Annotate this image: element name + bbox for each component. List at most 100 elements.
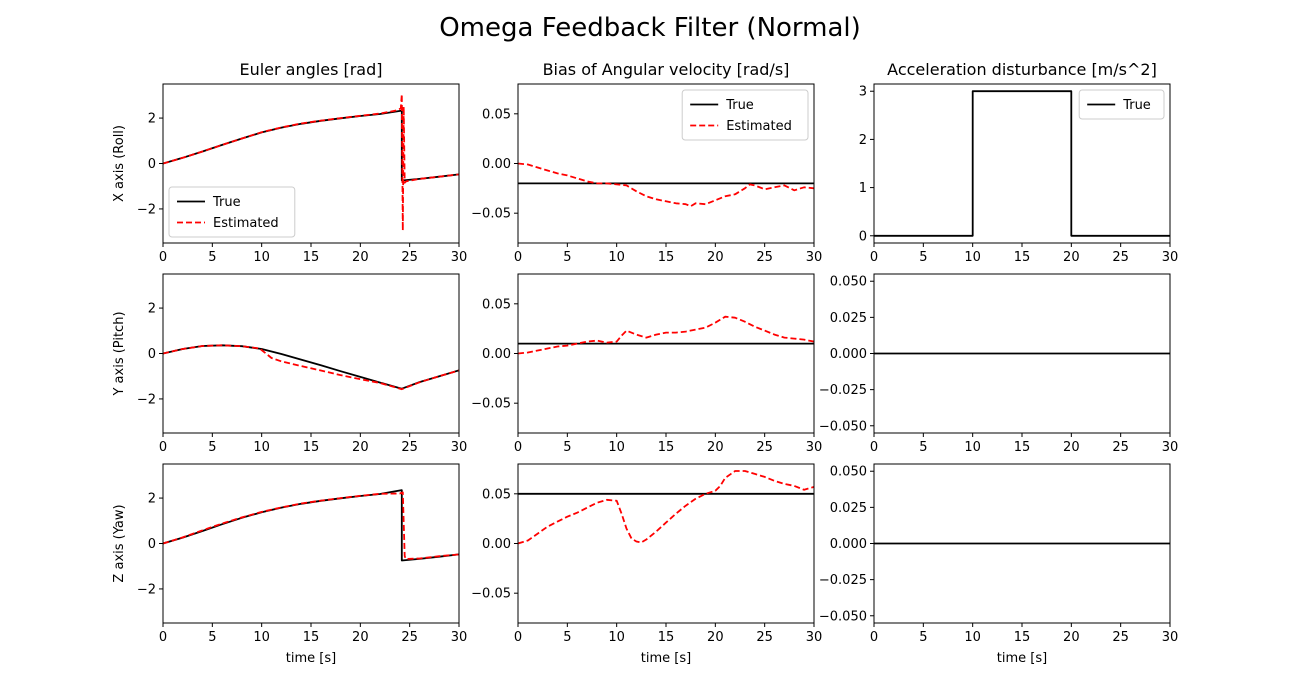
x-tick-label: 15 xyxy=(658,630,675,645)
x-tick-label: 10 xyxy=(608,440,625,455)
x-tick-label: 5 xyxy=(208,250,216,265)
axes-frame xyxy=(162,463,460,624)
y-tick-label: 2 xyxy=(148,492,156,507)
y-tick-label: 0.025 xyxy=(830,501,867,516)
legend-label: Estimated xyxy=(726,119,792,134)
y-tick-label: 0.05 xyxy=(482,107,511,122)
series-group xyxy=(518,162,814,208)
legend-box xyxy=(681,89,809,141)
x-tick-label: 25 xyxy=(401,250,418,265)
y-axis-label: X axis (Roll) xyxy=(112,125,127,202)
y-tick-label: −2 xyxy=(137,392,156,407)
x-tick-label: 25 xyxy=(756,440,773,455)
subplot-title: Bias of Angular velocity [rad/s] xyxy=(543,60,790,79)
legend-box xyxy=(168,186,296,238)
y-axis-label: Y axis (Pitch) xyxy=(112,311,127,396)
y-tick-label: 0.05 xyxy=(482,297,511,312)
y-tick-label: 0 xyxy=(148,157,156,172)
x-tick-label: 20 xyxy=(707,630,724,645)
x-tick-label: 0 xyxy=(870,250,878,265)
y-tick-label: −2 xyxy=(137,202,156,217)
subplot-bias-y: 0 5 10 15 20 25 30 −0.05 0.00 0.05 xyxy=(471,273,822,455)
x-tick-label: 30 xyxy=(451,630,468,645)
series-line-estimated xyxy=(518,162,814,208)
y-tick-label: 0.050 xyxy=(830,275,867,290)
y-tick-label: 2 xyxy=(859,133,867,148)
legend-label: True xyxy=(1122,98,1151,113)
series-group xyxy=(163,93,459,232)
axes-frame xyxy=(162,273,460,434)
y-tick-label: 0.00 xyxy=(482,157,511,172)
x-axis-label: time [s] xyxy=(997,651,1047,666)
x-tick-label: 25 xyxy=(401,440,418,455)
subplot-bias-z: 0 5 10 15 20 25 30 −0.05 0.00 0.05 time [s] xyxy=(471,463,822,666)
x-tick-label: 0 xyxy=(514,440,522,455)
x-tick-label: 0 xyxy=(159,630,167,645)
y-tick-label: 0.025 xyxy=(830,311,867,326)
x-tick-label: 10 xyxy=(253,250,270,265)
x-tick-label: 20 xyxy=(1063,630,1080,645)
x-tick-label: 0 xyxy=(514,630,522,645)
legend-box xyxy=(1078,89,1165,120)
y-tick-label: 2 xyxy=(148,302,156,317)
series-line-estimated xyxy=(518,470,814,545)
y-tick-label: 0 xyxy=(148,347,156,362)
x-tick-label: 20 xyxy=(707,250,724,265)
x-tick-label: 25 xyxy=(401,630,418,645)
x-tick-label: 10 xyxy=(964,630,981,645)
x-tick-label: 10 xyxy=(253,440,270,455)
series-group xyxy=(518,315,814,355)
y-tick-label: −0.05 xyxy=(471,207,511,222)
y-tick-label: −0.025 xyxy=(819,573,867,588)
y-tick-label: 0.050 xyxy=(830,465,867,480)
x-tick-label: 15 xyxy=(1014,440,1031,455)
x-tick-label: 25 xyxy=(756,250,773,265)
x-tick-label: 25 xyxy=(1112,630,1129,645)
y-tick-label: 0.00 xyxy=(482,347,511,362)
x-tick-label: 30 xyxy=(806,250,823,265)
subplot-acc-x: 0 5 10 15 20 25 30 0 1 2 3 Acceleration disturbance… xyxy=(859,60,1179,265)
x-tick-label: 10 xyxy=(608,250,625,265)
x-tick-label: 30 xyxy=(451,440,468,455)
x-tick-label: 5 xyxy=(919,630,927,645)
x-tick-label: 20 xyxy=(352,250,369,265)
subplot-acc-y: 0 5 10 15 20 25 30 −0.050 −0.025 0.000 0.025 0.050 xyxy=(819,273,1179,455)
x-tick-label: 15 xyxy=(658,440,675,455)
x-tick-label: 5 xyxy=(563,250,571,265)
series-line-estimated xyxy=(163,491,459,560)
subplot-acc-z: 0 5 10 15 20 25 30 −0.050 −0.025 0.000 0.025 0.050 t… xyxy=(819,463,1178,666)
legend-label: Estimated xyxy=(213,216,279,231)
x-tick-label: 30 xyxy=(1162,440,1179,455)
legend: True Estimated xyxy=(168,186,296,238)
subplot-bias-x: 0 5 10 15 20 25 30 −0.05 0.00 0.05 Bias of Angular… xyxy=(471,60,822,265)
x-tick-label: 25 xyxy=(1112,250,1129,265)
x-tick-label: 30 xyxy=(1162,250,1179,265)
x-tick-label: 20 xyxy=(352,440,369,455)
y-tick-label: −0.050 xyxy=(819,609,867,624)
x-tick-label: 25 xyxy=(1112,440,1129,455)
x-tick-label: 0 xyxy=(870,630,878,645)
series-line-true xyxy=(163,109,459,182)
x-tick-label: 30 xyxy=(451,250,468,265)
x-tick-label: 5 xyxy=(563,440,571,455)
y-tick-label: 2 xyxy=(148,112,156,127)
figure-title: Omega Feedback Filter (Normal) xyxy=(439,13,861,43)
y-tick-label: 1 xyxy=(859,181,867,196)
x-tick-label: 10 xyxy=(608,630,625,645)
legend-label: True xyxy=(725,98,754,113)
x-tick-label: 5 xyxy=(563,630,571,645)
y-tick-label: −2 xyxy=(137,582,156,597)
x-tick-label: 15 xyxy=(1014,630,1031,645)
x-tick-label: 10 xyxy=(964,250,981,265)
series-group xyxy=(163,489,459,562)
y-tick-label: 3 xyxy=(859,85,867,100)
x-tick-label: 5 xyxy=(208,440,216,455)
x-tick-label: 20 xyxy=(1063,440,1080,455)
series-line-estimated xyxy=(163,344,459,391)
subplot-title: Acceleration disturbance [m/s^2] xyxy=(887,60,1157,79)
x-tick-label: 5 xyxy=(919,440,927,455)
y-tick-label: −0.05 xyxy=(471,397,511,412)
subplot-euler-x: 0 5 10 15 20 25 30 −2 0 2 Euler angles [rad] X axis… xyxy=(112,60,467,265)
series-line-true xyxy=(163,344,459,390)
